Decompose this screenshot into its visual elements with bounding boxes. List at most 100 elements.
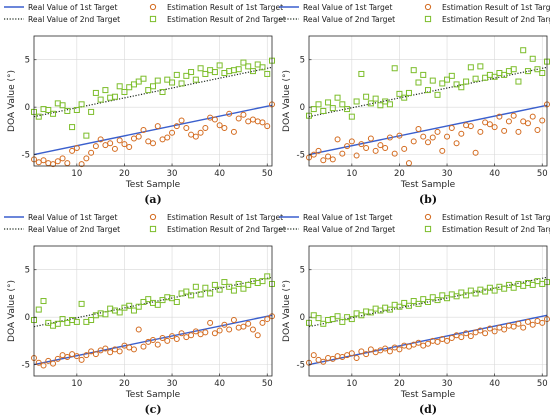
x-tick-label: 40 xyxy=(214,169,225,179)
estimate-point-2nd xyxy=(482,74,489,81)
legend-label: Real Value of 1st Target xyxy=(28,213,117,222)
estimate-point-2nd xyxy=(230,67,237,74)
estimate-point-2nd xyxy=(386,306,393,313)
estimate-point-2nd xyxy=(164,76,171,83)
legend-entry-square: Estimation Result of 2nd Target xyxy=(149,225,286,234)
estimate-point-1st xyxy=(135,133,142,140)
estimate-point-1st xyxy=(534,317,541,324)
estimate-point-1st xyxy=(40,157,47,164)
estimate-point-1st xyxy=(173,335,180,342)
legend-label: Estimation Result of 2nd Target xyxy=(442,15,550,24)
estimate-point-2nd xyxy=(183,288,190,295)
estimate-point-1st xyxy=(150,336,156,343)
estimate-point-1st xyxy=(211,116,218,123)
estimate-point-2nd xyxy=(444,295,451,302)
estimate-point-2nd xyxy=(83,318,90,325)
estimate-point-1st xyxy=(434,338,441,345)
estimate-point-2nd xyxy=(88,108,95,115)
estimate-point-1st xyxy=(226,110,233,117)
real-value-line-1st xyxy=(308,104,548,156)
legend-entry-circle: Estimation Result of 1st Target xyxy=(149,3,283,12)
estimate-point-1st xyxy=(183,125,190,132)
x-tick-label: 20 xyxy=(394,379,405,389)
estimate-point-1st xyxy=(320,157,327,164)
estimate-point-1st xyxy=(54,158,61,165)
estimate-point-2nd xyxy=(334,313,341,320)
estimate-point-2nd xyxy=(315,315,322,322)
estimate-point-2nd xyxy=(235,280,242,287)
estimate-point-1st xyxy=(102,345,109,352)
estimate-point-1st xyxy=(524,318,531,325)
legend-square-swatch xyxy=(149,225,157,233)
legend-circle-swatch xyxy=(149,213,157,221)
estimate-point-2nd xyxy=(348,316,355,323)
estimate-point-1st xyxy=(121,141,128,148)
estimate-point-2nd xyxy=(78,300,85,307)
estimate-point-1st xyxy=(344,143,351,150)
legend-entry-line: Real Value of 1st Target xyxy=(279,213,392,222)
estimate-point-1st xyxy=(334,136,341,143)
estimate-point-1st xyxy=(264,316,271,323)
estimate-point-2nd xyxy=(348,113,355,120)
estimate-point-2nd xyxy=(230,287,237,294)
estimate-point-1st xyxy=(491,124,498,131)
estimate-point-2nd xyxy=(353,310,360,317)
estimate-point-1st xyxy=(159,136,166,143)
estimate-point-2nd xyxy=(178,80,185,87)
estimate-point-1st xyxy=(425,139,431,146)
estimate-point-1st xyxy=(83,352,90,359)
estimate-point-1st xyxy=(539,117,546,124)
legend-square-swatch xyxy=(424,15,432,23)
x-tick-label: 30 xyxy=(442,169,453,179)
estimate-point-1st xyxy=(529,113,536,120)
estimate-point-2nd xyxy=(83,132,90,139)
estimate-point-2nd xyxy=(188,292,195,299)
estimate-point-1st xyxy=(73,353,80,360)
estimate-point-2nd xyxy=(520,47,527,54)
legend-entry-dotted: Real Value of 2nd Target xyxy=(4,225,120,234)
estimate-point-1st xyxy=(164,134,171,141)
estimate-point-2nd xyxy=(405,302,412,309)
estimate-point-2nd xyxy=(372,95,379,102)
estimate-point-2nd xyxy=(391,301,398,308)
estimate-point-2nd xyxy=(415,79,422,86)
estimate-point-1st xyxy=(477,327,484,334)
estimate-point-2nd xyxy=(491,287,498,294)
estimate-point-2nd xyxy=(254,61,261,68)
x-tick-label: 30 xyxy=(167,379,178,389)
estimate-point-2nd xyxy=(92,89,99,96)
estimate-point-2nd xyxy=(386,101,393,108)
estimate-point-2nd xyxy=(178,290,185,297)
x-tick-label: 30 xyxy=(442,379,453,389)
estimate-point-1st xyxy=(439,147,446,154)
estimate-point-2nd xyxy=(448,291,455,298)
estimate-point-2nd xyxy=(130,307,137,314)
estimate-point-2nd xyxy=(50,110,57,117)
estimate-point-1st xyxy=(529,321,536,328)
estimate-point-2nd xyxy=(339,318,346,325)
estimate-point-1st xyxy=(391,150,398,157)
estimate-point-1st xyxy=(520,118,527,125)
estimate-point-2nd xyxy=(207,290,214,297)
series-circle xyxy=(306,101,550,167)
estimate-point-1st xyxy=(486,121,493,128)
panel-caption: (d) xyxy=(419,403,437,416)
y-tick-label: -5 xyxy=(297,361,305,371)
legend-label: Real Value of 2nd Target xyxy=(28,225,120,234)
estimate-point-2nd xyxy=(135,303,142,310)
estimate-point-1st xyxy=(69,351,76,358)
estimate-point-2nd xyxy=(420,296,427,303)
legend-label: Estimation Result of 2nd Target xyxy=(442,225,550,234)
estimate-point-1st xyxy=(92,351,99,358)
grid xyxy=(34,36,272,166)
estimate-point-1st xyxy=(211,330,218,337)
estimate-point-1st xyxy=(386,348,393,355)
estimate-point-2nd xyxy=(130,81,137,88)
estimate-point-1st xyxy=(173,123,180,130)
estimate-point-2nd xyxy=(169,79,176,86)
estimate-point-2nd xyxy=(325,99,332,106)
estimate-point-1st xyxy=(353,152,360,159)
legend-entry-dotted: Real Value of 2nd Target xyxy=(279,15,395,24)
estimate-point-1st xyxy=(458,130,465,137)
